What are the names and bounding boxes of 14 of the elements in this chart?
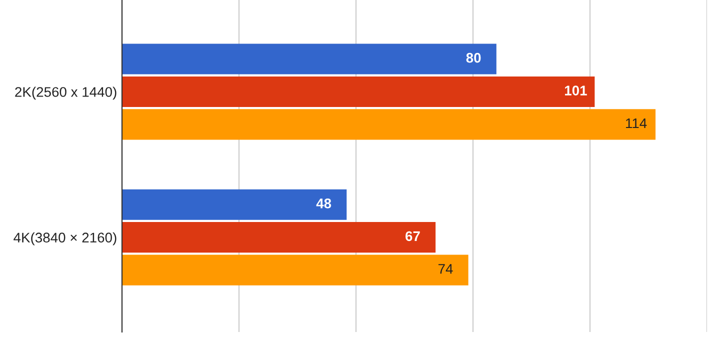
data-label: 74	[438, 264, 453, 274]
data-label: 101	[565, 86, 587, 96]
y-tick-label: 2K(2560 x 1440)	[15, 86, 116, 100]
data-label: 80	[466, 52, 481, 63]
bar	[122, 109, 656, 140]
bar	[122, 189, 347, 220]
bar	[122, 254, 468, 286]
bar	[122, 44, 496, 74]
bar	[122, 76, 595, 108]
bar	[122, 222, 436, 253]
data-label: 114	[626, 118, 647, 128]
y-tick-label: 4K(3840 × 2160)	[14, 232, 116, 246]
data-label: 48	[316, 198, 332, 208]
data-label: 67	[406, 231, 420, 242]
